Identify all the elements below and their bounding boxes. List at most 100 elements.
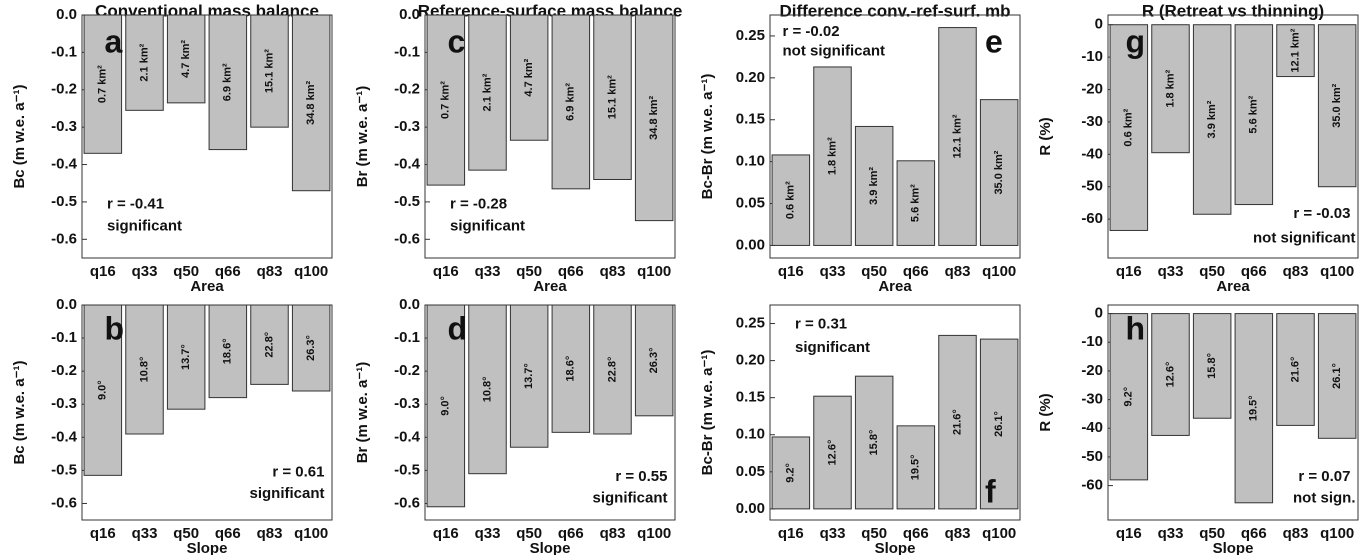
bar xyxy=(979,99,1019,246)
bar xyxy=(125,304,164,435)
x-tick-label: q50 xyxy=(861,525,887,542)
y-tick-label: -0.2 xyxy=(394,362,420,379)
x-tick-label: q16 xyxy=(90,263,116,280)
x-axis-label: Area xyxy=(1216,278,1250,295)
bar-label: 12.1 km² xyxy=(1289,28,1301,72)
y-tick-label: -0.6 xyxy=(51,494,77,511)
y-tick-label: -10 xyxy=(1081,333,1103,350)
y-tick-label: 0.15 xyxy=(736,389,765,406)
bar xyxy=(634,304,674,417)
bar-label: 10.8° xyxy=(481,376,493,402)
y-tick-label: -0.6 xyxy=(51,230,77,247)
bar xyxy=(1276,313,1315,426)
x-tick-label: q100 xyxy=(637,525,671,542)
x-axis-label: Area xyxy=(878,278,912,295)
bar xyxy=(125,14,164,111)
x-tick-label: q33 xyxy=(1158,263,1184,280)
significance: significant xyxy=(592,489,667,506)
bar xyxy=(166,304,206,410)
bar-label: 3.9 km² xyxy=(868,167,880,205)
y-tick-label: -20 xyxy=(1081,362,1103,379)
x-tick-label: q100 xyxy=(1320,525,1354,542)
significance: significant xyxy=(249,485,324,502)
panel-letter: a xyxy=(105,24,123,60)
bar-label: 21.6° xyxy=(951,409,963,435)
y-tick-label: 0 xyxy=(1095,16,1103,33)
bar-label: 21.6° xyxy=(1289,357,1301,383)
x-tick-label: q100 xyxy=(294,263,328,280)
y-tick-label: 0.05 xyxy=(736,195,765,212)
plot-frame xyxy=(769,304,1021,521)
bar-label: 4.7 km² xyxy=(180,40,192,78)
bar-label: 35.0 km² xyxy=(1331,83,1343,127)
bar-label: 34.8 km² xyxy=(305,81,317,125)
y-tick-label: -0.4 xyxy=(51,428,78,445)
x-tick-label: q50 xyxy=(516,525,542,542)
bar xyxy=(509,14,549,141)
bar-label: 0.7 km² xyxy=(97,65,109,103)
y-tick-label: -30 xyxy=(1081,113,1103,130)
x-tick-label: q33 xyxy=(820,525,846,542)
y-tick-label: -30 xyxy=(1081,391,1103,408)
bar xyxy=(509,304,549,448)
y-tick-label: 0.15 xyxy=(736,111,765,128)
bar xyxy=(593,14,632,180)
plot-frame xyxy=(424,304,676,521)
bar-label: 5.6 km² xyxy=(1248,95,1260,133)
x-tick-label: q33 xyxy=(1158,525,1184,542)
y-tick-label: -0.6 xyxy=(394,494,420,511)
significance: significant xyxy=(450,217,525,234)
bar xyxy=(250,304,289,385)
r-text: r = -0.02 xyxy=(783,23,840,40)
bar-label: 9.0° xyxy=(97,380,109,400)
y-tick-label: 0.00 xyxy=(736,236,765,253)
bar-label: 9.2° xyxy=(785,463,797,483)
bar-label: 18.6° xyxy=(565,356,577,382)
x-axis-label: Slope xyxy=(875,540,916,555)
significance: significant xyxy=(795,339,870,356)
bar-label: 3.9 km² xyxy=(1206,100,1218,138)
x-axis-label: Slope xyxy=(530,540,571,555)
bar-label: 9.0° xyxy=(440,396,452,416)
x-tick-label: q16 xyxy=(90,525,116,542)
bar-label: 5.6 km² xyxy=(910,184,922,222)
bar xyxy=(1234,313,1274,504)
significance: significant xyxy=(107,217,182,234)
bar xyxy=(1192,313,1232,419)
bar xyxy=(468,14,507,171)
x-tick-label: q16 xyxy=(433,263,459,280)
bar-label: 6.9 km² xyxy=(222,63,234,101)
bar xyxy=(208,304,248,399)
bar-label: 26.1° xyxy=(1331,363,1343,389)
bar xyxy=(468,304,507,475)
bar-label: 34.8 km² xyxy=(648,95,660,139)
y-tick-label: -0.3 xyxy=(51,118,77,135)
panel-letter: f xyxy=(985,474,996,510)
bar-label: 26.1° xyxy=(993,411,1005,437)
bar xyxy=(1234,24,1274,206)
x-tick-label: q100 xyxy=(982,525,1016,542)
y-axis-label: R (%) xyxy=(1037,393,1054,431)
bar xyxy=(291,304,331,392)
x-tick-label: q16 xyxy=(778,525,804,542)
bar xyxy=(938,27,977,246)
y-axis-label: R (%) xyxy=(1037,117,1054,155)
y-tick-label: 0.0 xyxy=(399,296,420,313)
y-tick-label: -0.3 xyxy=(394,118,420,135)
bar-label: 22.8° xyxy=(263,332,275,358)
y-tick-label: -0.4 xyxy=(394,428,421,445)
bar xyxy=(896,425,936,510)
x-tick-label: q100 xyxy=(637,263,671,280)
r-text: r = -0.28 xyxy=(450,196,507,213)
y-tick-label: 0.0 xyxy=(56,6,77,23)
r-text: r = 0.55 xyxy=(615,468,667,485)
bar-label: 4.7 km² xyxy=(523,58,535,96)
y-tick-label: 0.0 xyxy=(399,6,420,23)
x-tick-label: q33 xyxy=(132,525,158,542)
bar xyxy=(1317,313,1357,439)
x-tick-label: q50 xyxy=(173,263,199,280)
x-tick-label: q83 xyxy=(945,263,971,280)
bar-label: 26.3° xyxy=(648,347,660,373)
bar xyxy=(1276,24,1315,78)
